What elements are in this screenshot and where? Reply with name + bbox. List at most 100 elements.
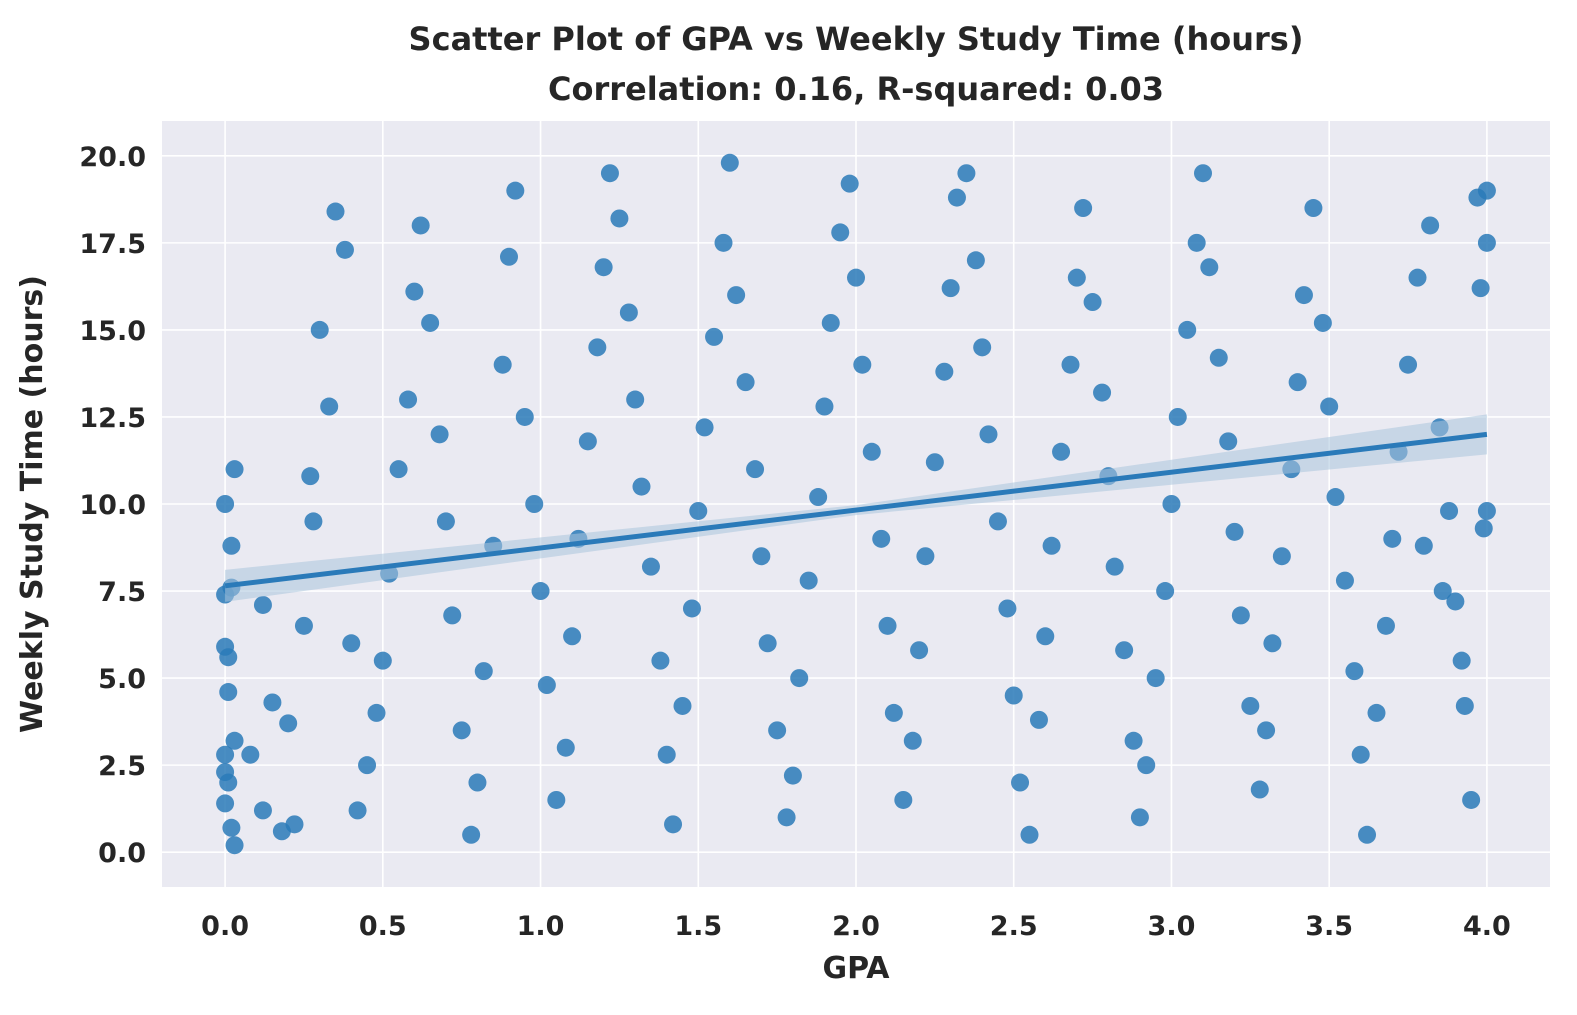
scatter-point — [1115, 641, 1134, 660]
y-tick-label: 12.5 — [79, 403, 146, 434]
scatter-point — [1468, 188, 1487, 207]
scatter-point — [253, 595, 272, 614]
scatter-point — [1477, 233, 1496, 252]
scatter-point — [1452, 651, 1471, 670]
scatter-point — [1462, 790, 1481, 809]
scatter-point — [225, 731, 244, 750]
x-axis-ticks: 0.0 0.5 1.0 1.5 2.0 2.5 3.0 3.5 4.0 — [201, 911, 1511, 942]
scatter-point — [752, 547, 771, 566]
x-tick-label: 3.0 — [1148, 911, 1196, 942]
scatter-point — [799, 571, 818, 590]
scatter-point — [531, 582, 550, 601]
y-tick-label: 0.0 — [98, 838, 146, 869]
scatter-point — [430, 425, 449, 444]
scatter-point — [1326, 488, 1345, 507]
scatter-point — [821, 313, 840, 332]
scatter-point — [443, 606, 462, 625]
scatter-point — [563, 627, 582, 646]
scatter-point — [225, 460, 244, 479]
scatter-point — [1257, 721, 1276, 740]
scatter-point — [1358, 825, 1377, 844]
scatter-point — [1421, 216, 1440, 235]
scatter-point — [1067, 268, 1086, 287]
y-tick-label: 15.0 — [79, 316, 146, 347]
scatter-point — [367, 703, 386, 722]
scatter-point — [342, 634, 361, 653]
scatter-point — [1130, 808, 1149, 827]
scatter-point — [664, 815, 683, 834]
scatter-point — [783, 766, 802, 785]
scatter-point — [253, 801, 272, 820]
scatter-point — [1263, 634, 1282, 653]
regression — [224, 414, 1488, 602]
scatter-point — [1074, 199, 1093, 218]
scatter-point — [831, 223, 850, 242]
y-tick-label: 20.0 — [79, 142, 146, 173]
x-tick-label: 3.5 — [1305, 911, 1353, 942]
scatter-point — [966, 251, 985, 270]
scatter-point — [973, 338, 992, 357]
scatter-point — [1178, 320, 1197, 339]
scatter-point — [588, 338, 607, 357]
scatter-point — [500, 247, 518, 266]
scatter-point — [556, 738, 575, 757]
scatter-point — [714, 233, 733, 252]
scatter-point — [285, 815, 304, 834]
scatter-point — [736, 373, 755, 392]
scatter-point — [916, 547, 935, 566]
scatter-point — [689, 501, 708, 520]
scatter-point — [310, 320, 329, 339]
scatter-point — [600, 164, 619, 183]
scatter-point — [241, 745, 260, 764]
scatter-point — [1020, 825, 1039, 844]
scatter-point — [925, 453, 944, 472]
scatter-point — [1335, 571, 1354, 590]
scatter-point — [294, 616, 313, 635]
scatter-point — [1241, 696, 1260, 715]
scatter-point — [1367, 703, 1386, 722]
scatter-point — [547, 790, 566, 809]
scatter-point — [594, 258, 613, 277]
scatter-point — [1313, 313, 1332, 332]
scatter-point — [222, 818, 241, 837]
scatter-point — [1200, 258, 1219, 277]
chart-title: Scatter Plot of GPA vs Weekly Study Time… — [409, 20, 1304, 58]
scatter-point — [1156, 582, 1175, 601]
y-tick-label: 10.0 — [79, 490, 146, 521]
scatter-point — [1146, 669, 1165, 688]
scatter-point — [304, 512, 323, 531]
scatter-point — [673, 696, 692, 715]
scatter-point — [1440, 501, 1459, 520]
scatter-point — [216, 495, 235, 513]
scatter-point — [216, 763, 235, 782]
x-tick-label: 4.0 — [1463, 911, 1511, 942]
scatter-point — [815, 397, 834, 416]
x-tick-label: 0.5 — [359, 911, 407, 942]
scatter-point — [405, 282, 424, 301]
scatter-point — [578, 432, 597, 451]
scatter-point — [320, 397, 339, 416]
scatter-point — [910, 641, 929, 660]
y-tick-label: 7.5 — [98, 577, 146, 608]
scatter-point — [358, 756, 377, 775]
scatter-point — [1029, 710, 1048, 729]
scatter-point — [411, 216, 430, 235]
scatter-point — [1162, 495, 1181, 513]
scatter-point — [1471, 279, 1490, 298]
x-tick-label: 1.5 — [674, 911, 722, 942]
chart-subtitle: Correlation: 0.16, R-squared: 0.03 — [548, 70, 1164, 108]
scatter-point — [847, 268, 865, 287]
scatter-point — [219, 648, 238, 667]
scatter-point — [474, 662, 493, 681]
scatter-point — [651, 651, 670, 670]
scatter-point — [1011, 773, 1030, 792]
scatter-point — [1137, 756, 1156, 775]
x-tick-label: 2.0 — [832, 911, 880, 942]
y-tick-label: 17.5 — [79, 229, 146, 260]
scatter-point — [216, 745, 235, 764]
scatter-point — [452, 721, 471, 740]
scatter-point — [1351, 745, 1370, 764]
scatter-point — [537, 676, 556, 695]
scatter-point — [1304, 199, 1323, 218]
